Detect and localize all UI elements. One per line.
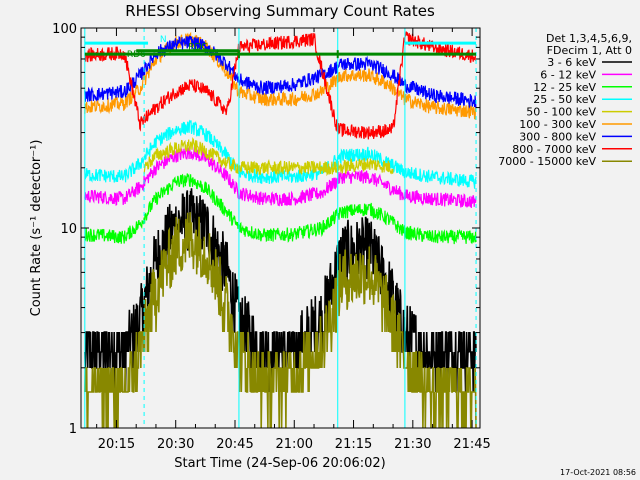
chart-title: RHESSI Observing Summary Count Rates	[125, 2, 435, 20]
x-axis: 20:15 20:30 20:45 21:00 21:15 21:30 21:45	[96, 28, 491, 452]
x-tick-label-1: 20:30	[157, 437, 194, 452]
series-line-6	[84, 35, 477, 109]
y-tick-label-0: 1	[69, 422, 77, 437]
flag-label-0: N	[160, 35, 167, 45]
flag-label-2: RD6	[127, 50, 146, 60]
legend-entry-label-5: 100 - 300 keV	[519, 118, 596, 131]
legend-entry-label-8: 7000 - 15000 keV	[498, 155, 596, 168]
legend-entry-label-2: 12 - 25 keV	[533, 81, 596, 94]
generation-timestamp: 17-Oct-2021 08:56	[560, 468, 636, 477]
legend-entry-label-6: 300 - 800 keV	[519, 130, 596, 143]
legend-entry-label-3: 25 - 50 keV	[533, 93, 596, 106]
series-line-3	[84, 119, 477, 189]
x-axis-label: Start Time (24-Sep-06 20:06:02)	[174, 456, 385, 471]
series-line-5	[84, 31, 477, 120]
series-line-0	[84, 188, 477, 393]
flag-label-1: RDC	[188, 43, 207, 53]
x-tick-label-3: 21:00	[276, 437, 313, 452]
legend-header-line-1: Det 1,3,4,5,6,9,	[546, 32, 632, 45]
y-axis: 1 10 100	[52, 22, 480, 437]
series-line-8	[84, 212, 477, 428]
x-tick-label-4: 21:15	[335, 437, 372, 452]
x-tick-label-5: 21:30	[394, 437, 431, 452]
series-line-1	[84, 146, 477, 209]
series-line-7	[84, 31, 477, 140]
y-tick-label-2: 100	[52, 22, 77, 37]
x-tick-label-6: 21:45	[453, 437, 490, 452]
legend-header-line-2: FDecim 1, Att 0	[547, 44, 632, 57]
legend-entry-label-7: 800 - 7000 keV	[512, 143, 596, 156]
y-axis-label: Count Rate (s⁻¹ detector⁻¹)	[29, 140, 44, 317]
legend-entry-label-1: 6 - 12 keV	[540, 68, 596, 81]
series-line-2	[84, 173, 477, 245]
legend-entry-label-4: 50 - 100 keV	[526, 106, 596, 119]
x-tick-label-2: 20:45	[216, 437, 253, 452]
legend: Det 1,3,4,5,6,9, FDecim 1, Att 0 3 - 6 k…	[498, 32, 632, 168]
legend-entry-label-0: 3 - 6 keV	[547, 56, 596, 69]
y-tick-label-1: 10	[60, 222, 77, 237]
x-tick-label-0: 20:15	[98, 437, 135, 452]
series-line-4	[143, 137, 394, 177]
